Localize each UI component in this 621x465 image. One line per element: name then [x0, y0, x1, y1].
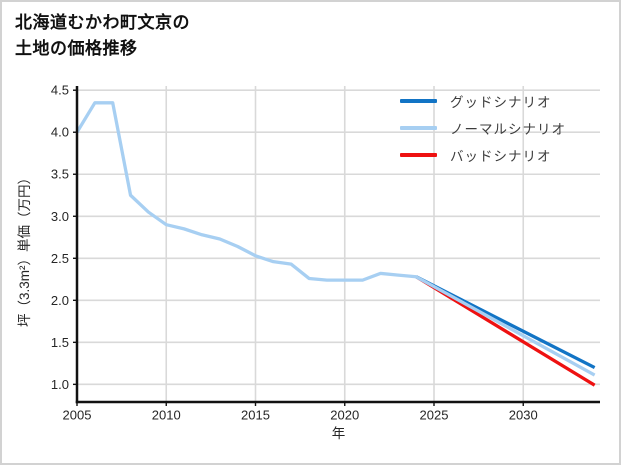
- good-line-swatch: [400, 99, 437, 103]
- y-tick-label: 2.5: [51, 251, 69, 266]
- legend-item-label: ノーマルシナリオ: [450, 122, 566, 137]
- x-tick-label: 2020: [330, 408, 359, 423]
- y-tick-label: 1.0: [51, 377, 69, 392]
- x-tick-label: 2030: [509, 408, 538, 423]
- y-tick-label: 4.5: [51, 83, 69, 98]
- legend-item-good: グッドシナリオ: [400, 92, 566, 110]
- y-axis-title: 坪（3.3m²）単価（万円）: [17, 171, 32, 327]
- x-tick-label: 2005: [63, 408, 92, 423]
- series-line-normal: [75, 101, 596, 377]
- y-tick-label: 1.5: [51, 335, 69, 350]
- normal-line-swatch: [400, 126, 437, 130]
- legend-item-label: バッドシナリオ: [450, 149, 552, 164]
- legend-item-bad: バッドシナリオ: [400, 146, 566, 164]
- y-tick-label: 3.0: [51, 209, 69, 224]
- y-tick-label: 4.0: [51, 125, 69, 140]
- y-tick-label: 2.0: [51, 293, 69, 308]
- y-tick-label: 3.5: [51, 167, 69, 182]
- x-tick-label: 2025: [420, 408, 449, 423]
- legend: グッドシナリオ ノーマルシナリオ バッドシナリオ: [400, 92, 566, 164]
- chart-title: 北海道むかわ町文京の 土地の価格推移: [15, 10, 190, 62]
- bad-line-swatch: [400, 153, 437, 157]
- legend-item-label: グッドシナリオ: [450, 95, 552, 110]
- x-axis-title: 年: [332, 426, 346, 441]
- chart-title-line1: 北海道むかわ町文京の: [15, 13, 190, 32]
- legend-item-normal: ノーマルシナリオ: [400, 119, 566, 137]
- x-tick-label: 2010: [152, 408, 181, 423]
- x-tick-label: 2015: [241, 408, 270, 423]
- chart-title-line2: 土地の価格推移: [15, 39, 138, 58]
